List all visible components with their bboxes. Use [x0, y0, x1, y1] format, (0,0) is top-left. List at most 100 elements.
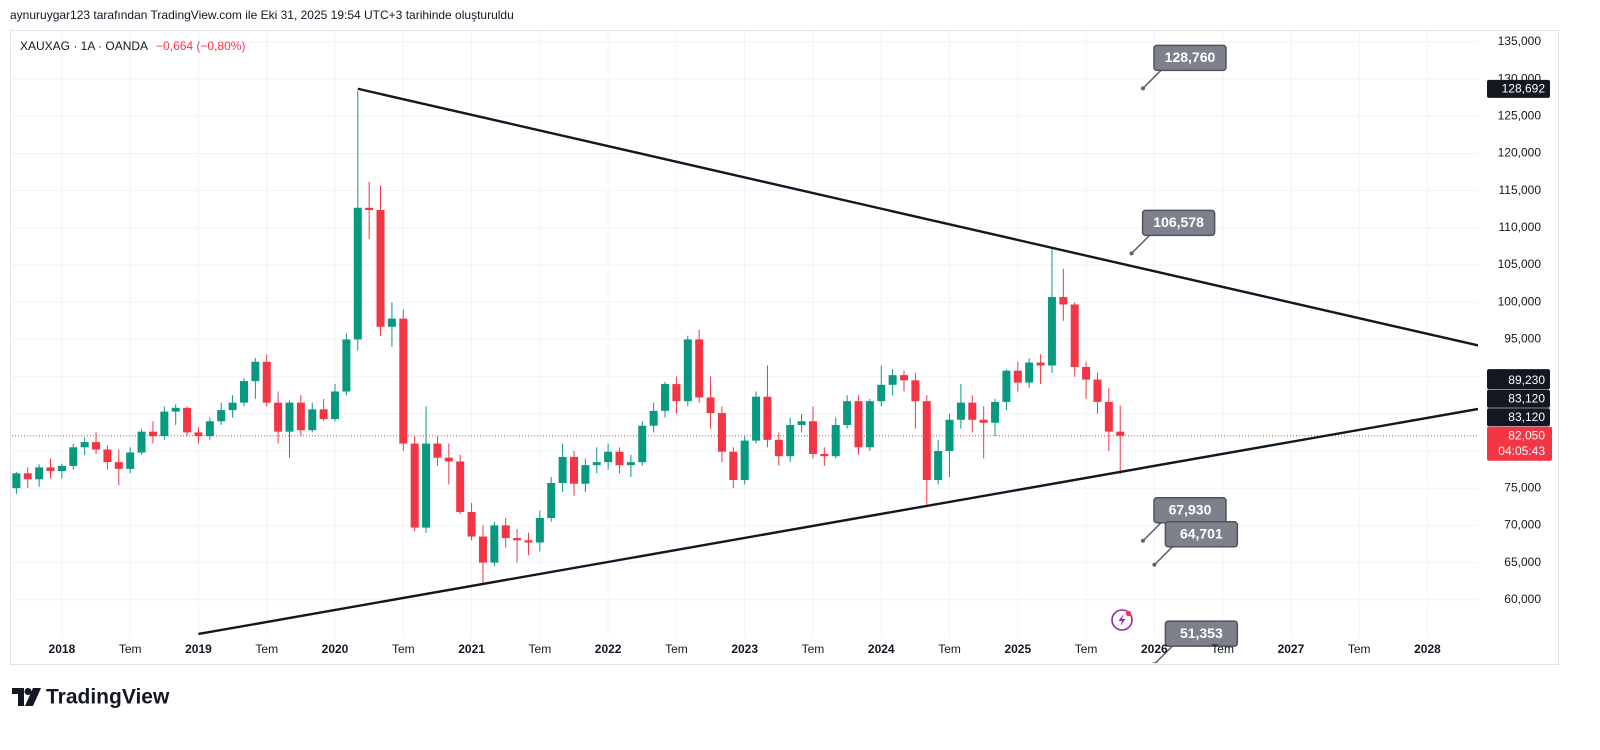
x-tick-label: 2024	[868, 642, 895, 656]
candle-body	[547, 482, 556, 518]
callout-pointer	[1154, 644, 1174, 663]
last-price-box	[1487, 426, 1552, 461]
candle-body	[422, 443, 431, 528]
candle-body	[467, 512, 476, 537]
change-legend: −0,664 (−0,80%)	[156, 39, 245, 53]
candle-body	[592, 462, 601, 466]
logo-mark	[12, 688, 24, 706]
plot-area: 128,760 106,578 67,930 64,701 51,353	[12, 44, 1478, 663]
candle-body	[217, 410, 226, 422]
candle-body	[763, 396, 772, 440]
candle-body	[934, 451, 943, 481]
bar-countdown: 04:05:43	[1498, 444, 1545, 458]
candle-body	[69, 447, 78, 466]
x-tick-label: 2019	[185, 642, 212, 656]
candle-body	[365, 207, 374, 211]
callout-label: 64,701	[1180, 526, 1223, 542]
candle-body	[239, 381, 248, 403]
callout-pointer	[1142, 68, 1163, 89]
trend-line	[198, 407, 1478, 636]
candle-body	[979, 419, 988, 423]
y-tick-label: 125,000	[1498, 108, 1542, 122]
candle-body	[581, 465, 590, 484]
x-tick-label: 2027	[1278, 642, 1305, 656]
candle-body	[956, 402, 965, 420]
candle-body	[900, 375, 909, 381]
candle-body	[114, 462, 123, 469]
y-tick-label: 120,000	[1498, 146, 1542, 160]
axis-price-label-box	[1487, 408, 1550, 427]
candle-body	[1116, 431, 1125, 436]
candle-body	[46, 467, 55, 472]
candle-body	[843, 401, 852, 425]
alert-icon-dot[interactable]	[1125, 610, 1132, 617]
axes: 60,00065,00070,00075,00080,00085,00090,0…	[49, 34, 1552, 656]
callout-box	[1164, 521, 1239, 548]
candle-body	[160, 411, 169, 437]
brand-logo	[12, 688, 41, 706]
callout-anchor	[1129, 251, 1134, 256]
candle-body	[1059, 297, 1068, 305]
axis-price-label-box	[1487, 389, 1550, 408]
y-tick-label: 105,000	[1498, 257, 1542, 271]
x-tick-label: Tem	[938, 642, 961, 656]
y-tick-label: 60,000	[1504, 592, 1541, 606]
candle-body	[57, 465, 66, 472]
callout-pointer	[1131, 233, 1152, 254]
candle-body	[513, 538, 522, 541]
candle-body	[626, 462, 635, 466]
candle-body	[604, 451, 613, 463]
candle-body	[126, 452, 135, 469]
candle-body	[23, 473, 32, 480]
x-tick-label: 2025	[1004, 642, 1031, 656]
candle-body	[695, 339, 704, 398]
callout-label: 67,930	[1169, 501, 1212, 517]
candle-body	[672, 384, 681, 402]
candle-body	[706, 397, 715, 414]
candle-body	[285, 402, 294, 432]
candle-body	[478, 536, 487, 563]
candle-body	[1104, 401, 1113, 432]
callout-box	[1164, 620, 1239, 647]
axis-price-label: 89,230	[1508, 373, 1545, 387]
candle-body	[877, 384, 886, 402]
callout-label: 106,578	[1153, 214, 1204, 230]
candle-body	[1070, 304, 1079, 367]
y-tick-label: 65,000	[1504, 555, 1541, 569]
candle-body	[717, 413, 726, 452]
x-tick-label: Tem	[1348, 642, 1371, 656]
x-tick-label: Tem	[1075, 642, 1098, 656]
candle-body	[865, 401, 874, 448]
candle-body	[456, 461, 465, 513]
candle-body	[615, 451, 624, 466]
x-tick-label: Tem	[665, 642, 688, 656]
y-tick-label: 115,000	[1499, 183, 1542, 197]
candle-body	[35, 467, 44, 480]
candle-body	[661, 384, 670, 411]
logo-mark-dot	[24, 688, 32, 695]
candle-body	[171, 407, 180, 412]
x-tick-label: 2023	[731, 642, 758, 656]
candle-body	[387, 318, 396, 327]
candle-body	[922, 401, 931, 481]
price-callout: 128,760	[1140, 44, 1227, 91]
caption: aynuruygar123 tarafından TradingView.com…	[10, 8, 514, 22]
candle-body	[12, 473, 21, 489]
candle-body	[1025, 362, 1034, 383]
alert-icon-bolt[interactable]	[1118, 614, 1126, 626]
candle-body	[137, 431, 146, 453]
candle-body	[638, 425, 647, 463]
y-tick-label: 100,000	[1498, 294, 1542, 308]
callout-anchor	[1140, 538, 1145, 543]
price-callout: 64,701	[1152, 521, 1239, 567]
x-tick-label: 2018	[49, 642, 76, 656]
callout-pointer	[1153, 545, 1174, 566]
axis-price-label: 83,120	[1508, 391, 1545, 405]
alert-icon[interactable]	[1111, 609, 1133, 631]
candle-body	[501, 525, 510, 539]
callout-box	[1141, 209, 1216, 237]
candle-body	[183, 407, 192, 433]
x-tick-label: 2022	[595, 642, 622, 656]
candle-body	[410, 443, 419, 528]
